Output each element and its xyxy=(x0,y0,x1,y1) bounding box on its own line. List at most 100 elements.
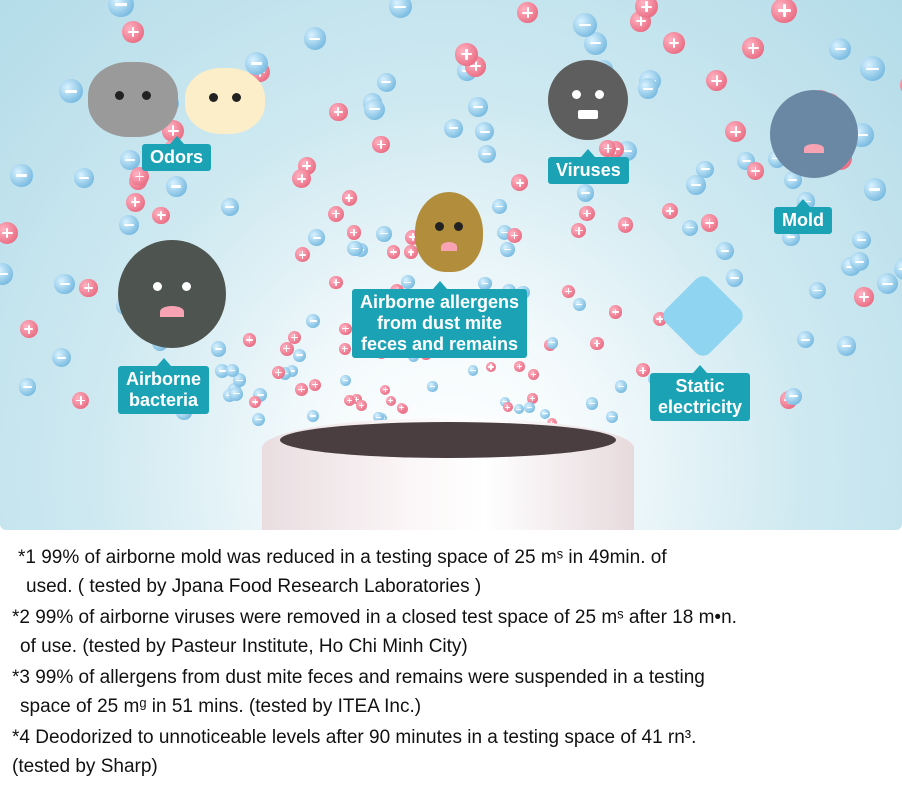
positive-ion-icon xyxy=(662,203,679,220)
negative-ion-icon xyxy=(893,257,902,281)
positive-ion-icon xyxy=(635,0,658,19)
positive-ion-icon xyxy=(663,32,685,54)
negative-ion-icon xyxy=(797,331,815,349)
positive-ion-icon xyxy=(122,21,144,43)
positive-ion-icon xyxy=(356,400,367,411)
virus-icon xyxy=(548,60,628,140)
negative-ion-icon xyxy=(373,412,384,423)
negative-ion-icon xyxy=(725,268,744,287)
mouth-icon xyxy=(578,109,598,120)
label-allergens-line: Airborne allergens xyxy=(360,292,520,312)
eye-icon xyxy=(572,90,581,100)
positive-ion-icon xyxy=(579,205,595,222)
positive-ion-icon xyxy=(396,403,407,413)
negative-ion-icon xyxy=(0,263,14,285)
positive-ion-icon xyxy=(387,245,401,259)
positive-ion-icon xyxy=(242,333,257,347)
positive-ion-icon xyxy=(380,384,391,395)
negative-ion-icon xyxy=(477,144,496,163)
negative-ion-icon xyxy=(685,175,706,196)
label-static: Static electricity xyxy=(650,365,751,421)
negative-ion-icon xyxy=(51,347,72,368)
ion-cloud xyxy=(0,0,902,439)
positive-ion-icon xyxy=(338,342,351,355)
negative-ion-icon xyxy=(605,410,619,423)
negative-ion-icon xyxy=(539,408,551,420)
positive-ion-icon xyxy=(899,73,902,96)
negative-ion-icon xyxy=(499,396,510,407)
footnote: *3 99% of allergens from dust mite feces… xyxy=(12,663,902,721)
negative-ion-icon xyxy=(340,375,352,387)
positive-ion-icon xyxy=(455,43,478,66)
positive-ion-icon xyxy=(295,382,309,396)
negative-ion-icon xyxy=(225,363,239,377)
negative-ion-icon xyxy=(572,298,586,312)
positive-ion-icon xyxy=(527,393,538,404)
eye-icon xyxy=(453,222,463,232)
positive-ion-icon xyxy=(617,217,634,233)
eye-icon xyxy=(115,90,124,100)
negative-ion-icon xyxy=(696,160,715,179)
positive-ion-icon xyxy=(502,402,513,413)
footnote-line: of use. (tested by Pasteur Institute, Ho… xyxy=(20,636,468,657)
negative-ion-icon xyxy=(584,31,608,55)
footnote-line: *2 99% of airborne viruses were removed … xyxy=(12,607,737,628)
positive-ion-icon xyxy=(0,222,19,244)
label-viruses: Viruses xyxy=(548,149,629,184)
eye-icon xyxy=(232,93,241,103)
positive-ion-icon xyxy=(527,369,539,381)
negative-ion-icon xyxy=(475,122,495,142)
negative-ion-icon xyxy=(244,51,269,76)
positive-ion-icon xyxy=(725,121,747,143)
negative-ion-icon xyxy=(863,178,886,201)
mouth-icon xyxy=(804,143,824,154)
air-purifier-device xyxy=(262,418,634,530)
positive-ion-icon xyxy=(292,169,312,189)
positive-ion-icon xyxy=(79,278,98,297)
label-allergens-line: feces and remains xyxy=(360,334,519,354)
bacteria-icon xyxy=(118,240,226,348)
negative-ion-icon xyxy=(785,387,803,405)
negative-ion-icon xyxy=(73,167,94,188)
negative-ion-icon xyxy=(585,397,598,410)
positive-ion-icon xyxy=(271,365,286,379)
negative-ion-icon xyxy=(478,276,492,291)
negative-ion-icon xyxy=(120,150,140,170)
negative-ion-icon xyxy=(829,37,852,60)
negative-ion-icon xyxy=(783,170,803,190)
negative-ion-icon xyxy=(573,13,597,37)
mouth-icon xyxy=(160,305,184,318)
negative-ion-icon xyxy=(851,230,871,250)
negative-ion-icon xyxy=(491,198,508,215)
positive-ion-icon xyxy=(339,322,352,336)
footnote: *1 99% of airborne mold was reduced in a… xyxy=(18,543,902,601)
negative-ion-icon xyxy=(58,79,83,104)
negative-ion-icon xyxy=(876,273,899,295)
negative-ion-icon xyxy=(850,252,870,272)
positive-ion-icon xyxy=(404,245,418,259)
footnotes: *1 99% of airborne mold was reduced in a… xyxy=(0,543,902,783)
eye-icon xyxy=(595,90,604,100)
positive-ion-icon xyxy=(599,140,616,157)
negative-ion-icon xyxy=(513,404,524,415)
label-mold: Mold xyxy=(774,199,832,234)
negative-ion-icon xyxy=(10,164,33,187)
positive-ion-icon xyxy=(853,286,874,307)
negative-ion-icon xyxy=(500,242,515,257)
positive-ion-icon xyxy=(130,167,149,186)
positive-ion-icon xyxy=(742,37,764,59)
footnote-line: space of 25 mᵍ in 51 mins. (tested by IT… xyxy=(20,696,422,717)
eye-icon xyxy=(182,282,192,292)
positive-ion-icon xyxy=(295,247,310,263)
negative-ion-icon xyxy=(307,409,320,423)
positive-ion-icon xyxy=(771,0,798,24)
negative-ion-icon xyxy=(303,27,327,51)
positive-ion-icon xyxy=(249,395,262,409)
label-static-line: Static xyxy=(675,376,725,396)
positive-ion-icon xyxy=(485,361,497,373)
negative-ion-icon xyxy=(346,240,363,257)
negative-ion-icon xyxy=(306,314,321,328)
positive-ion-icon xyxy=(152,206,170,225)
mold-icon xyxy=(770,90,858,178)
positive-ion-icon xyxy=(346,225,362,240)
